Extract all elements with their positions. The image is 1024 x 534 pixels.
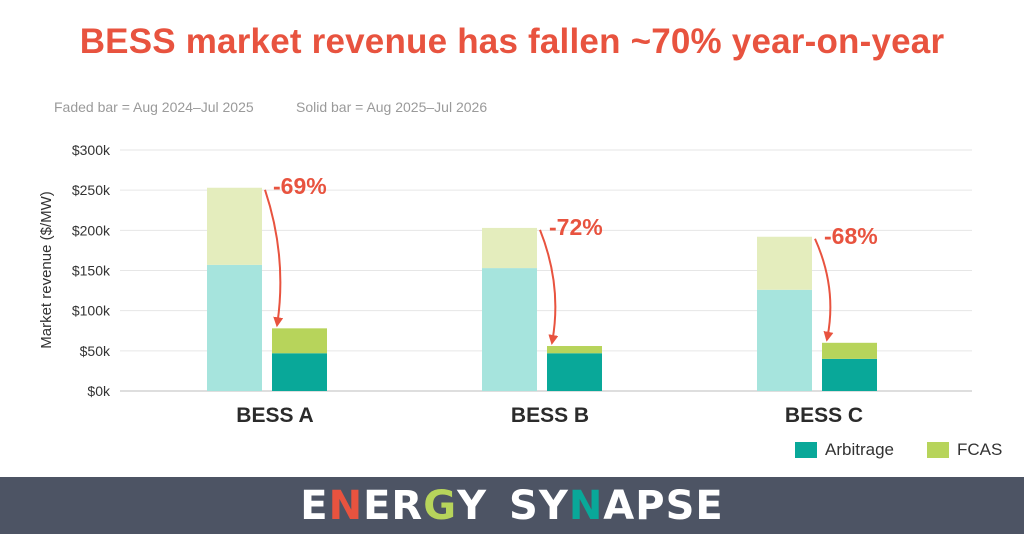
- y-tick-label: $250k: [72, 182, 111, 198]
- bar-arbitrage-solid: [822, 358, 877, 391]
- logo-letter: E: [300, 482, 329, 529]
- legend-swatch-arbitrage: [795, 442, 817, 458]
- bar-fcas-solid: [547, 346, 602, 354]
- subtitle-solid: Solid bar = Aug 2025–Jul 2026: [296, 99, 488, 115]
- logo-letter: E: [695, 482, 724, 529]
- logo-letter: S: [665, 482, 696, 529]
- y-tick-label: $50k: [80, 343, 111, 359]
- category-label: BESS A: [236, 404, 313, 427]
- change-label: -69%: [273, 173, 327, 199]
- bar-fcas-solid: [822, 342, 877, 359]
- bar-arbitrage-solid: [272, 353, 327, 391]
- logo-letter: S: [509, 482, 539, 529]
- logo-letter: G: [423, 482, 458, 529]
- y-tick-label: $100k: [72, 303, 111, 319]
- y-tick-label: $300k: [72, 142, 111, 158]
- bar-arbitrage-faded: [482, 268, 537, 391]
- logo-letter: Y: [457, 482, 488, 529]
- logo-letter: R: [391, 482, 424, 529]
- logo-letter: Y: [538, 482, 569, 529]
- change-label: -68%: [824, 223, 878, 249]
- logo-letter: N: [568, 482, 604, 529]
- change-arrow: [814, 238, 834, 342]
- y-axis-label: Market revenue ($/MW): [38, 191, 55, 349]
- legend-label-arbitrage: Arbitrage: [825, 440, 894, 459]
- bar-fcas-solid: [272, 328, 327, 354]
- change-arrow: [264, 189, 284, 328]
- y-tick-label: $0k: [87, 383, 111, 399]
- category-label: BESS B: [511, 404, 589, 427]
- bar-fcas-faded: [482, 227, 537, 269]
- y-tick-label: $200k: [72, 222, 111, 238]
- bar-fcas-faded: [757, 236, 812, 290]
- y-tick-label: $150k: [72, 263, 111, 279]
- chart-title: BESS market revenue has fallen ~70% year…: [79, 22, 945, 61]
- bar-fcas-faded: [207, 187, 262, 265]
- bar-arbitrage-solid: [547, 353, 602, 391]
- bar-arbitrage-faded: [207, 264, 262, 391]
- subtitle-faded: Faded bar = Aug 2024–Jul 2025: [54, 99, 254, 115]
- legend-item-fcas: FCAS: [927, 440, 1002, 460]
- logo-letter: A: [603, 482, 636, 529]
- bar-arbitrage-faded: [757, 289, 812, 391]
- logo-letter: N: [328, 482, 364, 529]
- category-label: BESS C: [785, 404, 863, 427]
- logo-letter: P: [635, 482, 666, 529]
- legend-item-arbitrage: Arbitrage: [795, 440, 894, 460]
- bars-layer: BESS A BESS B BESS C: [207, 187, 877, 427]
- change-arrow: [539, 229, 559, 345]
- annotation-layer: -69% -72% -68%: [264, 173, 878, 345]
- logo-letter: E: [363, 482, 392, 529]
- change-label: -72%: [549, 214, 603, 240]
- legend-swatch-fcas: [927, 442, 949, 458]
- legend-label-fcas: FCAS: [957, 440, 1003, 459]
